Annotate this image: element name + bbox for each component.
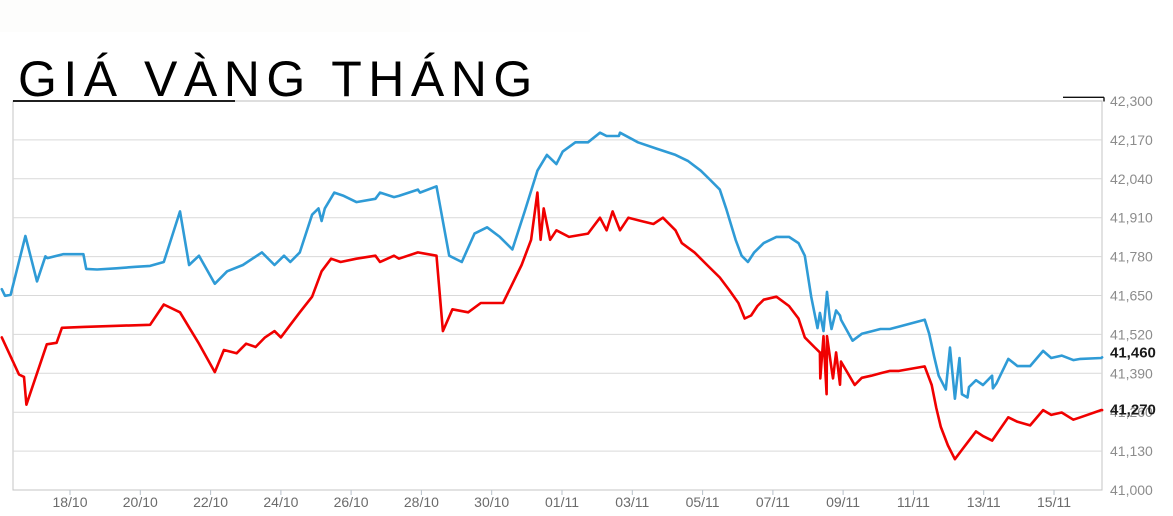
svg-text:42,170: 42,170 [1110, 132, 1153, 148]
svg-text:41,390: 41,390 [1110, 365, 1153, 381]
svg-text:11/11: 11/11 [897, 494, 930, 510]
svg-text:24/10: 24/10 [263, 494, 298, 510]
svg-text:41,520: 41,520 [1110, 326, 1153, 342]
svg-text:41,650: 41,650 [1110, 288, 1153, 304]
svg-text:22/10: 22/10 [193, 494, 228, 510]
svg-text:01/11: 01/11 [545, 494, 579, 510]
svg-text:42,300: 42,300 [1110, 93, 1153, 109]
svg-text:03/11: 03/11 [615, 494, 649, 510]
svg-text:41,780: 41,780 [1110, 249, 1153, 265]
svg-text:41,910: 41,910 [1110, 210, 1153, 226]
svg-text:13/11: 13/11 [967, 494, 1001, 510]
svg-text:09/11: 09/11 [826, 494, 860, 510]
svg-text:41,130: 41,130 [1110, 443, 1153, 459]
svg-text:26/10: 26/10 [334, 494, 369, 510]
svg-text:20/10: 20/10 [123, 494, 158, 510]
svg-text:30/10: 30/10 [474, 494, 509, 510]
svg-text:05/11: 05/11 [686, 494, 720, 510]
svg-text:07/11: 07/11 [756, 494, 790, 510]
svg-text:41,000: 41,000 [1110, 482, 1153, 498]
svg-text:41,460: 41,460 [1110, 345, 1156, 362]
svg-text:41,270: 41,270 [1110, 401, 1156, 418]
svg-text:42,040: 42,040 [1110, 171, 1153, 187]
svg-text:28/10: 28/10 [404, 494, 439, 510]
svg-text:15/11: 15/11 [1037, 494, 1071, 510]
svg-text:18/10: 18/10 [52, 494, 87, 510]
